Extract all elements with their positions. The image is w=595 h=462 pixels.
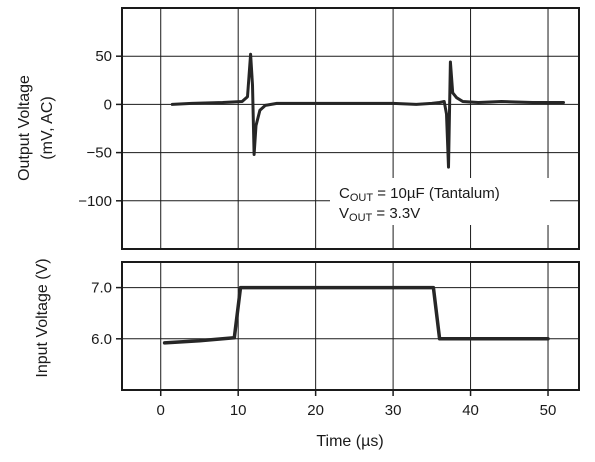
input-voltage-grid	[122, 262, 579, 390]
input-voltage-y-label: Input Voltage (V)	[34, 258, 51, 377]
output-voltage-y-tick-label: −100	[78, 193, 112, 210]
annotation-cout: COUT = 10µF (Tantalum)	[339, 185, 500, 204]
output-voltage-series-line	[170, 52, 565, 169]
input-voltage-panel: 7.0 6.0 0 10 20 30 40 50 Input Voltage (V) Tim…	[34, 258, 580, 450]
output-voltage-panel: 50 0 −50 −100 COUT = 10µF (Tantalum) VOUT =…	[16, 7, 580, 250]
output-voltage-annotation: COUT = 10µF (Tantalum) VOUT = 3.3V	[330, 178, 550, 225]
time-x-tick-label: 50	[540, 402, 557, 419]
time-x-label: Time (µs)	[316, 433, 383, 450]
annotation-background	[330, 178, 550, 225]
time-x-tick-label: 40	[462, 402, 479, 419]
time-x-tick-label: 20	[307, 402, 324, 419]
input-voltage-series-line	[162, 285, 550, 345]
output-voltage-y-ticks: 50 0 −50 −100	[78, 48, 122, 210]
time-x-tick-label: 30	[385, 402, 402, 419]
output-voltage-y-tick-label: 0	[104, 96, 112, 113]
output-voltage-y-tick-label: −50	[87, 145, 112, 162]
output-voltage-y-label-line2: (mV, AC)	[39, 96, 56, 159]
annotation-vout: VOUT = 3.3V	[339, 205, 420, 224]
input-voltage-plot-frame	[121, 261, 580, 391]
input-voltage-y-tick-label: 6.0	[91, 331, 112, 348]
time-x-tick-label: 0	[157, 402, 165, 419]
output-voltage-plot-frame	[121, 7, 580, 250]
input-voltage-y-tick-label: 7.0	[91, 280, 112, 297]
time-x-tick-label: 10	[230, 402, 247, 419]
input-voltage-y-ticks: 7.0 6.0	[91, 280, 122, 348]
time-x-ticks: 0 10 20 30 40 50	[157, 390, 557, 419]
output-voltage-y-tick-label: 50	[95, 48, 112, 65]
output-voltage-y-label-line1: Output Voltage	[16, 75, 33, 181]
